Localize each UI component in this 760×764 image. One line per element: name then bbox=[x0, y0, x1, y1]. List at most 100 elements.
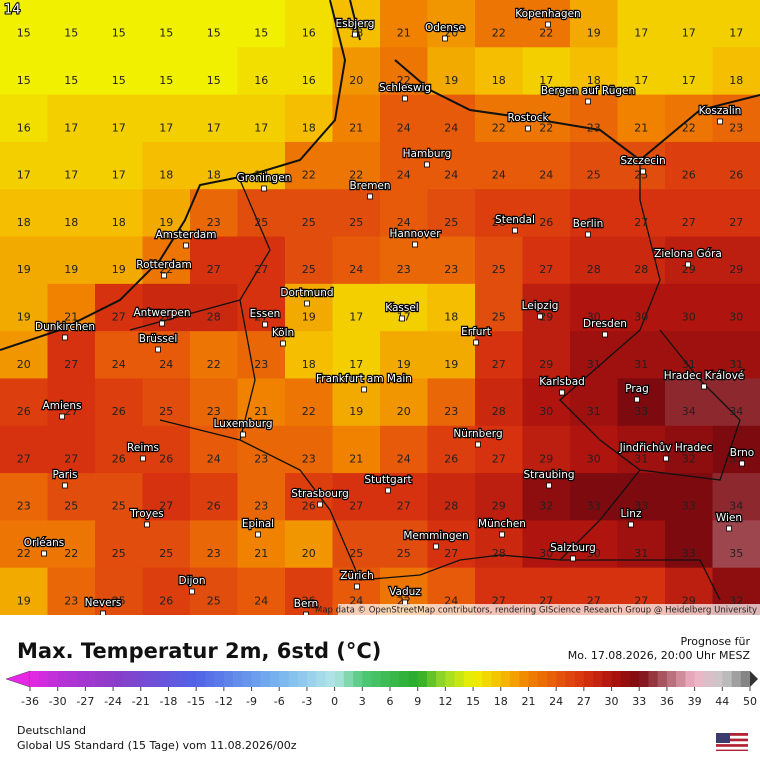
city-label: Brüssel bbox=[139, 333, 178, 345]
temperature-value: 22 bbox=[492, 121, 506, 134]
temperature-cell bbox=[333, 284, 381, 332]
colorbar-label: -9 bbox=[246, 695, 257, 708]
temperature-value: 16 bbox=[302, 27, 316, 40]
city-marker bbox=[635, 397, 640, 402]
temperature-value: 18 bbox=[302, 121, 316, 134]
temperature-cell bbox=[238, 95, 286, 143]
city-label: Szczecin bbox=[620, 155, 665, 167]
colorbar-segment bbox=[215, 671, 225, 687]
temperature-value: 25 bbox=[397, 547, 411, 560]
city-marker bbox=[513, 228, 518, 233]
city-label: Rostock bbox=[507, 112, 549, 124]
temperature-value: 27 bbox=[349, 500, 363, 513]
temperature-cell bbox=[48, 95, 96, 143]
colorbar-label: 21 bbox=[521, 695, 535, 708]
city-marker bbox=[586, 99, 591, 104]
temperature-value: 27 bbox=[207, 263, 221, 276]
city-label: Leipzig bbox=[522, 300, 559, 312]
temperature-cell bbox=[523, 237, 571, 285]
temperature-value: 17 bbox=[64, 169, 78, 182]
colorbar-segment bbox=[713, 671, 723, 687]
temperature-value: 17 bbox=[159, 121, 173, 134]
city-label: Orléans bbox=[24, 537, 65, 549]
temperature-value: 25 bbox=[349, 216, 363, 229]
temperature-value: 24 bbox=[444, 169, 458, 182]
city-marker bbox=[571, 556, 576, 561]
city-label: Dresden bbox=[583, 318, 627, 330]
temperature-cell bbox=[95, 0, 143, 48]
temperature-cell bbox=[713, 47, 760, 95]
temperature-cell bbox=[665, 47, 713, 95]
temperature-value: 25 bbox=[159, 405, 173, 418]
city-label: Dunkirchen bbox=[35, 321, 95, 333]
city-label: Erfurt bbox=[461, 326, 491, 338]
city-label: Prag bbox=[625, 383, 649, 395]
colorbar-segment bbox=[252, 671, 262, 687]
colorbar-segment bbox=[279, 671, 289, 687]
temperature-value: 19 bbox=[397, 358, 411, 371]
colorbar-segment bbox=[538, 671, 548, 687]
temperature-value: 16 bbox=[254, 74, 268, 87]
temperature-value: 23 bbox=[207, 547, 221, 560]
corner-label: 14 bbox=[4, 3, 21, 18]
temperature-value: 23 bbox=[397, 263, 411, 276]
city-marker bbox=[476, 442, 481, 447]
temperature-value: 17 bbox=[207, 121, 221, 134]
temperature-cell bbox=[333, 95, 381, 143]
colorbar-segment bbox=[353, 671, 363, 687]
temperature-cell bbox=[333, 189, 381, 237]
temperature-value: 24 bbox=[349, 263, 363, 276]
colorbar-segment bbox=[381, 671, 391, 687]
temperature-cell bbox=[190, 473, 238, 521]
temperature-cell bbox=[285, 0, 333, 48]
temperature-value: 19 bbox=[17, 311, 31, 324]
temperature-value: 22 bbox=[682, 121, 696, 134]
us-flag[interactable] bbox=[716, 733, 748, 751]
temperature-cell bbox=[428, 47, 476, 95]
temperature-cell bbox=[238, 47, 286, 95]
temperature-value: 26 bbox=[444, 452, 458, 465]
temperature-value: 23 bbox=[587, 121, 601, 134]
temperature-value: 28 bbox=[207, 311, 221, 324]
temperature-cell bbox=[48, 0, 96, 48]
city-marker bbox=[162, 273, 167, 278]
colorbar-segment bbox=[667, 671, 677, 687]
colorbar-segment bbox=[547, 671, 557, 687]
colorbar-label: 15 bbox=[466, 695, 480, 708]
temperature-value: 15 bbox=[159, 27, 173, 40]
temperature-cell bbox=[143, 47, 191, 95]
temperature-value: 17 bbox=[682, 27, 696, 40]
colorbar-label: 3 bbox=[359, 695, 366, 708]
city-marker bbox=[686, 262, 691, 267]
city-marker bbox=[60, 414, 65, 419]
colorbar-segment bbox=[427, 671, 437, 687]
colorbar-segment bbox=[399, 671, 409, 687]
colorbar-label: -3 bbox=[301, 695, 312, 708]
temperature-value: 21 bbox=[254, 405, 268, 418]
temperature-value: 27 bbox=[397, 500, 411, 513]
temperature-cell bbox=[713, 237, 760, 285]
colorbar-segment bbox=[482, 671, 492, 687]
temperature-value: 19 bbox=[349, 405, 363, 418]
city-marker bbox=[538, 314, 543, 319]
temperature-cell bbox=[665, 237, 713, 285]
colorbar-segment bbox=[159, 671, 169, 687]
temperature-cell bbox=[475, 473, 523, 521]
temperature-value: 24 bbox=[397, 169, 411, 182]
city-label: Brno bbox=[730, 447, 754, 459]
city-label: Dijon bbox=[179, 575, 206, 587]
temperature-cell bbox=[333, 237, 381, 285]
colorbar-label: -12 bbox=[215, 695, 233, 708]
city-marker bbox=[362, 387, 367, 392]
temperature-value: 23 bbox=[302, 452, 316, 465]
temperature-cell bbox=[285, 47, 333, 95]
city-marker bbox=[740, 461, 745, 466]
temperature-cell bbox=[48, 142, 96, 190]
city-marker bbox=[241, 432, 246, 437]
temperature-cell bbox=[285, 189, 333, 237]
temperature-value: 27 bbox=[539, 263, 553, 276]
colorbar-segment bbox=[464, 671, 474, 687]
colorbar-segment bbox=[584, 671, 594, 687]
temperature-value: 25 bbox=[207, 594, 221, 607]
